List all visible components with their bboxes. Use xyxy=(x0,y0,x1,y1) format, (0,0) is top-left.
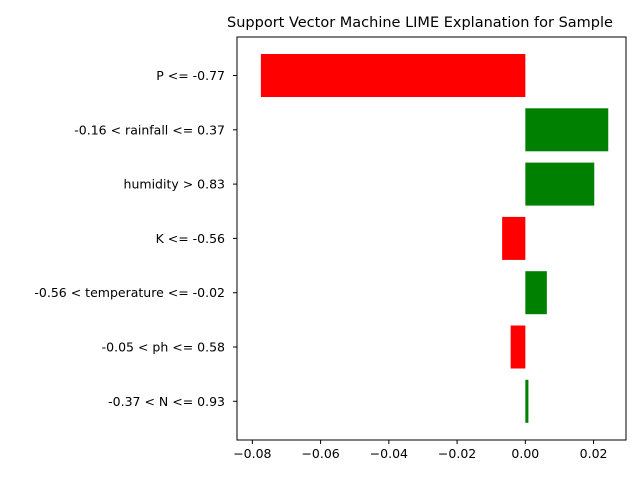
y-tick-label: -0.37 < N <= 0.93 xyxy=(108,394,225,409)
y-tick-label: -0.05 < ph <= 0.58 xyxy=(102,340,225,355)
x-tick-label: −0.06 xyxy=(301,446,339,461)
x-tick-label: −0.02 xyxy=(438,446,476,461)
y-tick-labels: P <= -0.77 -0.16 < rainfall <= 0.37 humidi… xyxy=(34,68,237,409)
y-tick-label: P <= -0.77 xyxy=(156,68,225,83)
bar xyxy=(510,325,526,369)
chart-title: Support Vector Machine LIME Explanation … xyxy=(227,15,613,31)
x-tick-label: 0.02 xyxy=(580,446,608,461)
bar xyxy=(525,162,595,206)
bar xyxy=(525,108,609,152)
axes-frame xyxy=(236,36,627,441)
y-tick-label: humidity > 0.83 xyxy=(124,177,225,192)
y-tick-label: K <= -0.56 xyxy=(156,231,225,246)
bar xyxy=(525,379,529,423)
x-tick-label: −0.08 xyxy=(233,446,271,461)
bar xyxy=(525,271,547,315)
y-tick-label: -0.16 < rainfall <= 0.37 xyxy=(74,122,225,137)
x-tick-label: 0.00 xyxy=(511,446,539,461)
x-tick-label: −0.04 xyxy=(370,446,408,461)
bar xyxy=(502,216,526,260)
bar xyxy=(260,54,526,97)
bars-group xyxy=(260,54,609,423)
y-tick-label: -0.56 < temperature <= -0.02 xyxy=(34,285,225,300)
x-axis-ticks: −0.08 −0.06 −0.04 −0.02 0.00 0.02 xyxy=(233,440,608,461)
